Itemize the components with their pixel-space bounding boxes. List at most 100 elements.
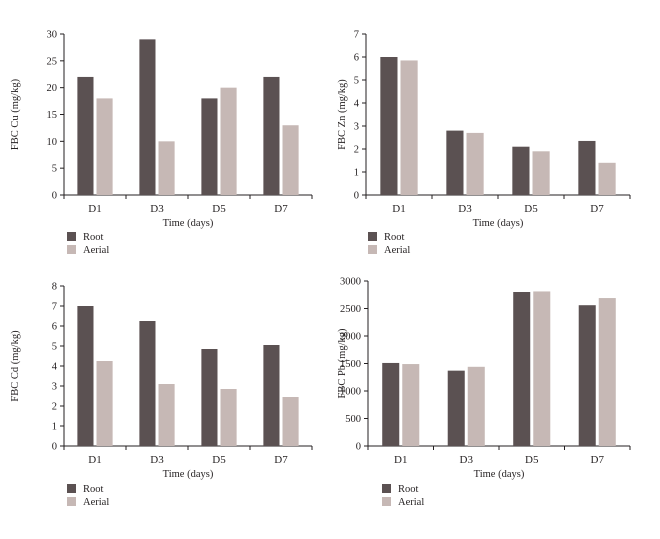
legend-swatch-aerial [67, 497, 76, 506]
bar-aerial-d1 [96, 98, 113, 195]
legend: Root Aerial [67, 232, 109, 256]
bar-root-d7 [263, 345, 280, 446]
x-tick-label: D1 [394, 454, 407, 466]
y-tick-label: 5 [52, 342, 57, 353]
x-tick-label: D1 [392, 203, 405, 215]
legend-swatch-root [382, 484, 391, 493]
y-tick-label: 0 [52, 442, 57, 453]
y-tick-label: 8 [52, 282, 57, 293]
chart-panel-cu: 0 5 10 15 20 25 30 D1 D3 D5 D7 Time (days) FBC Cu (m… [10, 30, 313, 256]
x-tick-label: D7 [274, 203, 288, 215]
x-tick-label: D5 [212, 203, 226, 215]
y-tick-label: 0 [356, 442, 361, 453]
bar-root-d5 [513, 292, 531, 446]
bar-root-d3 [447, 370, 465, 446]
x-tick-label: D5 [524, 203, 538, 215]
bar-aerial-d3 [466, 132, 484, 195]
bar-root-d1 [77, 76, 94, 195]
legend-label-aerial: Aerial [398, 497, 424, 508]
bar-aerial-d1 [400, 60, 418, 196]
y-tick-label: 2 [52, 402, 57, 413]
legend-label-aerial: Aerial [384, 245, 410, 256]
legend-swatch-root [368, 232, 377, 241]
bar-aerial-d7 [282, 125, 299, 195]
legend-label-root: Root [384, 232, 405, 243]
bar-aerial-d7 [598, 298, 616, 446]
bar-aerial-d5 [532, 151, 550, 195]
bar-root-d5 [201, 349, 218, 446]
bar-root-d1 [77, 306, 94, 446]
x-tick-label: D7 [590, 203, 604, 215]
y-tick-label: 25 [47, 56, 58, 67]
y-tick-label: 4 [52, 362, 58, 373]
x-tick-label: D7 [591, 454, 605, 466]
y-axis-label: FBC Cd (mg/kg) [10, 330, 21, 402]
bar-root-d7 [578, 305, 596, 446]
y-tick-label: 5 [52, 164, 57, 175]
legend-label-root: Root [398, 484, 419, 495]
y-tick-label: 500 [345, 414, 361, 425]
y-tick-label: 6 [52, 322, 57, 333]
chart-panel-pb: 0 500 1000 1500 2000 2500 3000 D1 D3 D5 D7 Time (da… [337, 277, 631, 508]
bar-aerial-d3 [158, 141, 175, 195]
y-axis-label: FBC Pb (mg/kg) [337, 328, 348, 399]
y-tick-label: 5 [354, 76, 359, 87]
y-tick-label: 6 [354, 53, 359, 64]
y-tick-label: 20 [47, 83, 58, 94]
y-tick-label: 7 [52, 302, 57, 313]
bar-root-d1 [380, 57, 398, 195]
legend-label-aerial: Aerial [83, 245, 109, 256]
bar-root-d3 [139, 321, 156, 446]
bar-root-d3 [446, 130, 464, 195]
legend: Root Aerial [67, 484, 109, 508]
y-tick-label: 15 [47, 110, 58, 121]
x-axis-label: Time (days) [163, 218, 214, 229]
bar-aerial-d1 [96, 361, 113, 446]
x-tick-label: D1 [88, 203, 101, 215]
y-tick-label: 7 [354, 30, 359, 41]
bar-root-d7 [263, 76, 280, 195]
y-axis-label: FBC Zn (mg/kg) [337, 79, 348, 150]
x-axis-label: Time (days) [474, 469, 525, 480]
bar-aerial-d5 [220, 87, 237, 195]
y-axis-label: FBC Cu (mg/kg) [10, 78, 21, 150]
x-tick-label: D7 [274, 454, 288, 466]
x-tick-label: D3 [150, 454, 164, 466]
x-tick-label: D5 [212, 454, 226, 466]
legend-swatch-root [67, 232, 76, 241]
y-tick-label: 1000 [340, 387, 361, 398]
legend-label-root: Root [83, 232, 104, 243]
bar-aerial-d5 [533, 291, 551, 446]
y-tick-label: 0 [52, 191, 57, 202]
legend-swatch-aerial [67, 245, 76, 254]
bar-aerial-d1 [402, 364, 420, 446]
bar-aerial-d7 [598, 162, 616, 195]
y-tick-label: 30 [47, 30, 58, 41]
legend-swatch-aerial [368, 245, 377, 254]
chart-panel-zn: 0 1 2 3 4 5 6 7 D1 D3 D5 D7 Time (days) FBC Zn (mg/kg… [337, 30, 631, 256]
y-tick-label: 1 [354, 168, 359, 179]
legend-swatch-aerial [382, 497, 391, 506]
x-tick-label: D1 [88, 454, 101, 466]
y-tick-label: 3000 [340, 277, 361, 288]
x-tick-label: D5 [525, 454, 539, 466]
bar-root-d3 [139, 39, 156, 195]
bar-aerial-d3 [158, 384, 175, 446]
y-tick-label: 4 [354, 99, 360, 110]
y-tick-label: 10 [47, 137, 58, 148]
y-tick-label: 1 [52, 422, 57, 433]
y-tick-label: 3 [354, 122, 359, 133]
bar-root-d5 [201, 98, 218, 195]
bar-root-d5 [512, 146, 530, 195]
legend-label-aerial: Aerial [83, 497, 109, 508]
legend: Root Aerial [368, 232, 410, 256]
chart-panel-cd: 0 1 2 3 4 5 6 7 8 D1 D3 D5 D7 Time (days) FBC Cd (mg/k… [10, 282, 313, 508]
bar-aerial-d5 [220, 389, 237, 446]
y-tick-label: 1500 [340, 359, 361, 370]
bar-root-d7 [578, 140, 596, 195]
legend-label-root: Root [83, 484, 104, 495]
x-axis-label: Time (days) [163, 469, 214, 480]
y-tick-label: 2 [354, 145, 359, 156]
legend: Root Aerial [382, 484, 424, 508]
